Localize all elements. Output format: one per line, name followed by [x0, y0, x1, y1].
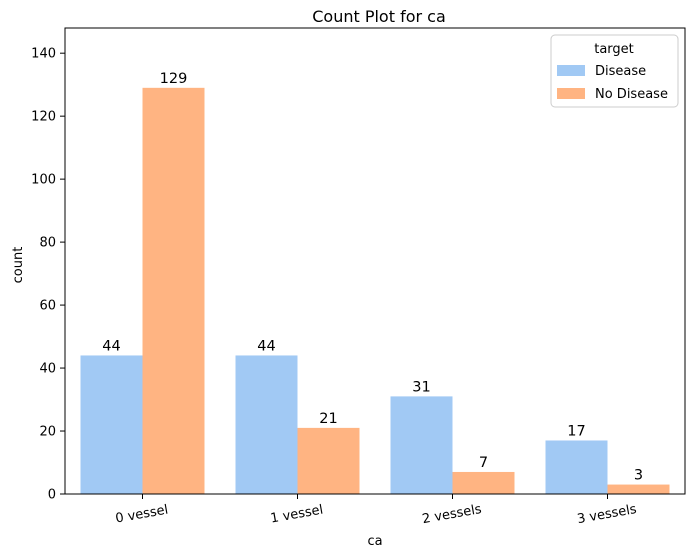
bar-value-label: 31	[412, 379, 430, 395]
bars-group	[80, 87, 670, 494]
legend-swatch	[557, 65, 585, 76]
bar	[545, 440, 608, 494]
bar	[452, 471, 515, 494]
y-axis: 0 20 40 60 80 100 120 140	[31, 47, 65, 503]
y-tick-label: 0	[48, 488, 56, 503]
x-tick-label: 1 vessel	[269, 503, 324, 527]
x-axis: 0 vessel 1 vessel 2 vessels 3 vessels	[114, 494, 638, 527]
x-tick-label: 0 vessel	[114, 503, 169, 527]
bar	[235, 355, 298, 494]
bar-labels-group: 44 44 31 17 129 21 7 3	[102, 71, 643, 484]
legend-swatch	[557, 88, 585, 99]
y-tick-label: 140	[31, 47, 56, 62]
y-tick-label: 20	[39, 425, 56, 440]
y-tick-label: 100	[31, 173, 56, 188]
bar	[80, 355, 143, 494]
plot-frame	[64, 27, 686, 495]
legend-items: Disease No Disease	[557, 64, 668, 102]
bar-value-label: 3	[634, 468, 643, 484]
bar-value-label: 129	[160, 71, 188, 87]
bar	[142, 87, 205, 494]
legend-title: target	[594, 42, 634, 57]
bar-value-label: 44	[257, 338, 275, 354]
y-axis-title: count	[11, 247, 26, 284]
legend: target Disease No Disease	[550, 34, 679, 108]
y-tick-label: 120	[31, 110, 56, 125]
y-tick-label: 80	[39, 236, 56, 251]
bar	[390, 396, 453, 494]
legend-label: No Disease	[595, 87, 668, 102]
bar-value-label: 17	[567, 423, 585, 439]
bar	[607, 484, 670, 494]
bar-value-label: 44	[102, 338, 120, 354]
x-tick-label: 3 vessels	[576, 502, 638, 527]
x-tick-label: 2 vessels	[421, 502, 483, 527]
bar-value-label: 7	[479, 455, 488, 471]
bar	[297, 427, 360, 494]
y-tick-label: 60	[39, 299, 56, 314]
legend-label: Disease	[595, 64, 646, 79]
x-axis-title: ca	[367, 534, 382, 549]
y-tick-label: 40	[39, 362, 56, 377]
chart-title: Count Plot for ca	[312, 7, 446, 26]
bar-value-label: 21	[319, 411, 337, 427]
